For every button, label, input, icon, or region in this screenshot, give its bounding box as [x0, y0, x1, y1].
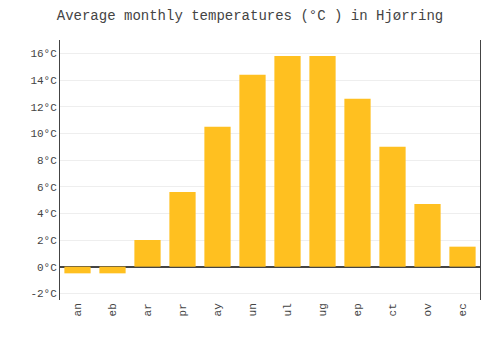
svg-text:-2°C: -2°C	[30, 288, 57, 300]
svg-text:ep: ep	[352, 303, 364, 316]
svg-text:0°C: 0°C	[37, 262, 57, 274]
svg-text:Average monthly temperatures (: Average monthly temperatures (°C ) in Hj…	[57, 8, 443, 24]
svg-text:ov: ov	[422, 303, 434, 317]
svg-text:6°C: 6°C	[37, 182, 57, 194]
svg-text:pr: pr	[177, 303, 189, 316]
svg-text:ct: ct	[387, 303, 399, 316]
svg-text:eb: eb	[107, 303, 119, 316]
svg-text:ec: ec	[457, 303, 469, 316]
svg-text:ay: ay	[212, 303, 224, 317]
svg-text:10°C: 10°C	[30, 128, 57, 140]
svg-text:2°C: 2°C	[37, 235, 57, 247]
svg-text:14°C: 14°C	[30, 75, 57, 87]
svg-text:12°C: 12°C	[30, 102, 57, 114]
svg-text:ug: ug	[317, 303, 329, 316]
svg-text:4°C: 4°C	[37, 208, 57, 220]
svg-text:un: un	[247, 303, 259, 316]
svg-text:8°C: 8°C	[37, 155, 57, 167]
svg-text:16°C: 16°C	[30, 48, 57, 60]
svg-text:ar: ar	[142, 303, 154, 316]
svg-text:ul: ul	[282, 303, 294, 316]
svg-text:an: an	[72, 303, 84, 316]
